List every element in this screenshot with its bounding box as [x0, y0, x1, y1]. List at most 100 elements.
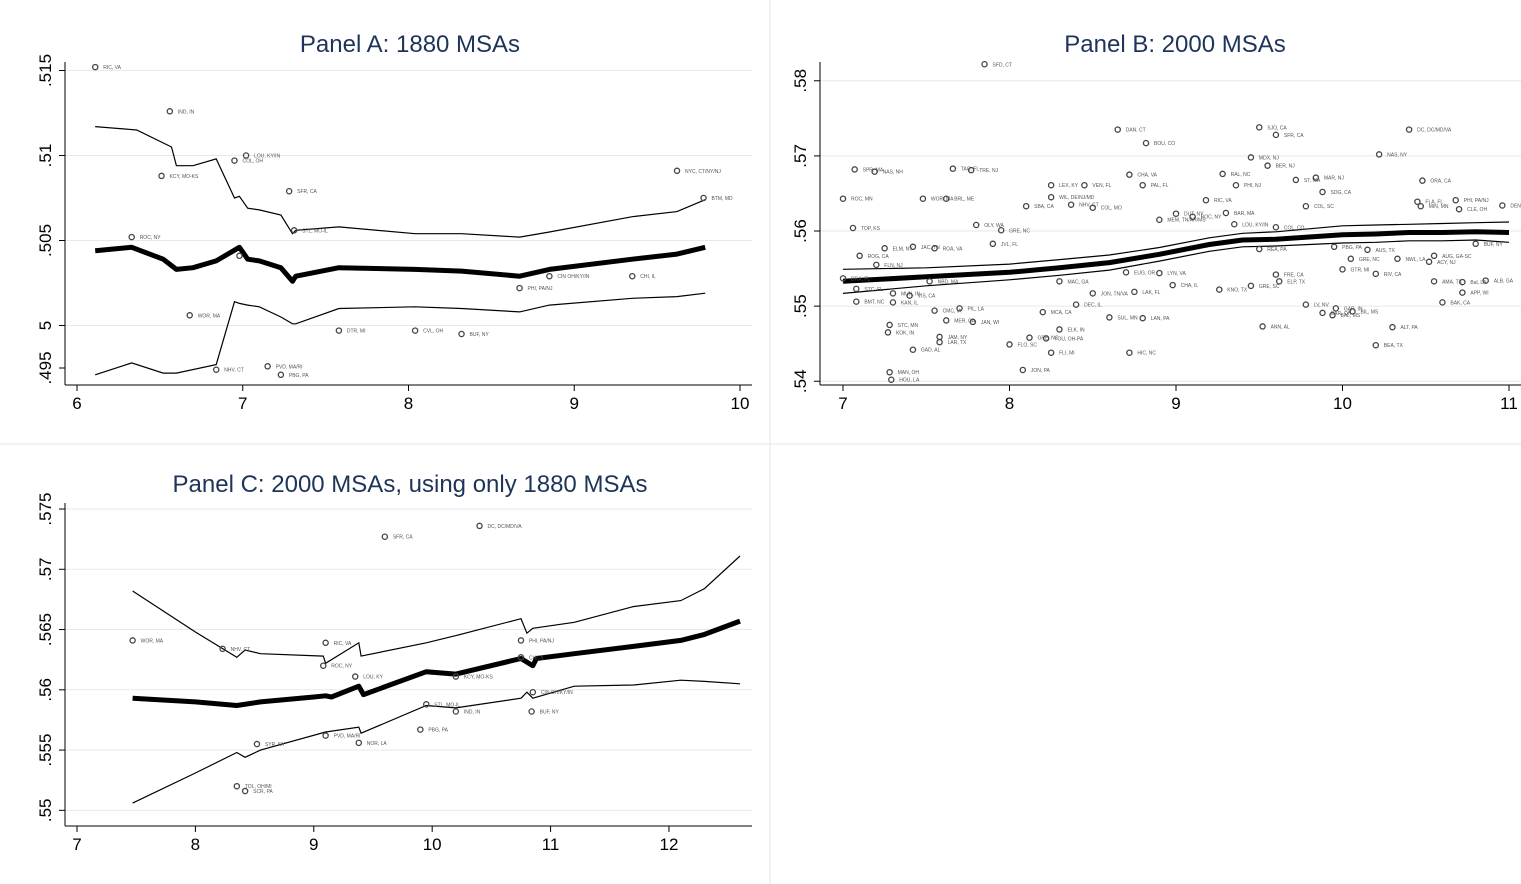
panel-b-point-label: PHI, PA/NJ: [1464, 198, 1489, 204]
panel-b-point: [936, 338, 943, 346]
panel-b-point: [888, 376, 895, 383]
panel-b-point: [1372, 270, 1380, 278]
panel-b-point: [1459, 289, 1466, 296]
panel-b-point-label: SBA, CA: [1034, 204, 1054, 210]
panel-a-point-label: COL, OH: [242, 159, 263, 165]
panel-b-point: [1156, 269, 1163, 277]
panel-b-point-label: ROC, MN: [851, 197, 873, 203]
panel-b-point-label: TRE, NJ: [979, 168, 998, 174]
panel-b-point-label: NHV, CT: [1079, 203, 1099, 209]
panel-c-point: [355, 739, 363, 747]
panel-b-point: [1232, 181, 1240, 189]
panel-b-point-label: CHA, IL: [1181, 283, 1199, 289]
panel-a-x-tick-label: 9: [570, 394, 579, 413]
panel-c-point-label: PHI, PA/NJ: [529, 638, 554, 644]
panel-b-point-label: AUS, TX: [1375, 248, 1395, 254]
panel-a-point-label: LOU, KY/IN: [254, 154, 281, 160]
panel-b-point-label: AUG, GA-SC: [1442, 254, 1472, 260]
panel-b-point-label: DAN, CT: [1126, 128, 1146, 134]
panel-b-point: [1414, 198, 1421, 205]
panel-c-point: [517, 637, 525, 644]
panel-b-point: [856, 252, 863, 260]
panel-b-point-label: DEC, IL: [1084, 303, 1102, 309]
panel-a-point: [458, 330, 465, 338]
panel-a-point: [546, 272, 553, 280]
panel-b-point-label: VEN, FL: [1092, 183, 1111, 189]
panel-b-point-label: GRE, NC: [1359, 257, 1380, 263]
panel-c-point: [529, 688, 537, 696]
panel-b-point-label: BEA, TX: [1384, 343, 1404, 349]
panel-c-point: [417, 726, 424, 733]
panel-b-point: [1375, 151, 1383, 158]
panel-b-point-label: JAN, WI: [981, 320, 999, 326]
panel-b-point-label: ST, WA: [1304, 178, 1321, 184]
panel-b-point-label: SFR, CA: [1284, 133, 1304, 139]
panel-a-point-label: RIC, VA: [103, 65, 121, 71]
panel-b-point-label: DC, DC/MD/VA: [1417, 128, 1452, 134]
panel-b-point: [1439, 299, 1446, 306]
panel-c-y-tick-label: .56: [36, 678, 55, 702]
panel-b-point: [909, 346, 917, 353]
panel-b-point-label: PIL, LA: [968, 306, 985, 312]
panel-b-point-label: MAR, NJ: [1324, 176, 1345, 182]
panel-c-point: [351, 673, 359, 680]
panel-c-point-label: DC, DC/MD/VA: [488, 524, 523, 530]
panel-b-point: [1372, 341, 1380, 349]
panel-b-y-tick-label: .58: [791, 69, 810, 93]
panel-c-point: [233, 782, 241, 790]
panel-b-point-label: LAK, FL: [1142, 290, 1160, 296]
panel-a-point: [264, 363, 271, 370]
panel-a-point-label: CVL, OH: [423, 329, 443, 335]
panel-c-x-tick-label: 12: [660, 835, 679, 854]
panel-b-point-label: VIS, CA: [918, 294, 936, 300]
panel-b-point-label: BAR, MA: [1234, 211, 1255, 217]
panel-c-x-tick-label: 10: [423, 835, 442, 854]
panel-b-point: [884, 329, 892, 336]
panel-b-point-label: CHA, VA: [1137, 173, 1157, 179]
panel-b-point-label: JAM, NY: [948, 335, 968, 341]
panel-b-point: [909, 243, 917, 251]
panel-c-point-label: STL, MO-IL: [434, 702, 460, 708]
panel-a-x-tick-label: 8: [404, 394, 413, 413]
panel-c-point: [320, 662, 327, 669]
panel-a-fit-line: [94, 244, 706, 284]
panel-b-point: [1126, 349, 1133, 356]
panel-b-point: [1256, 124, 1263, 131]
panel-b-point-label: FLI, MI: [1059, 351, 1075, 357]
panel-a-point-label: KCY, MO-KS: [170, 174, 199, 180]
panel-a-lower-bound-line: [95, 292, 706, 376]
panel-b-x-tick-label: 8: [1005, 394, 1014, 413]
panel-a-upper-bound-line: [95, 126, 706, 238]
panel-b-point: [1394, 255, 1401, 263]
panel-b-point-label: Bal, LA: [1470, 280, 1487, 286]
panel-b-point: [1089, 204, 1097, 211]
panel-b-point-label: OLY, WA: [984, 223, 1004, 229]
panel-b-point: [1319, 309, 1326, 317]
panel-b-point: [1026, 334, 1033, 341]
panel-b-point: [942, 195, 950, 202]
panel-b-point: [1302, 202, 1310, 210]
panel-b-point-label: FLN, NJ: [884, 263, 903, 269]
panel-c-point: [253, 740, 261, 748]
panel-b-point: [1219, 170, 1226, 178]
panel-b-point: [1047, 181, 1055, 189]
panel-a-point: [242, 152, 250, 159]
panel-b-point-label: BRL, ME: [954, 197, 975, 203]
panel-b-point: [839, 275, 847, 282]
panel-b-point-label: ROC, NY: [1201, 215, 1223, 221]
panel-b-point: [1019, 366, 1027, 374]
panel-b-point-label: CMC, IA: [943, 309, 963, 315]
panel-b-point-label: NWL, LA: [1405, 257, 1426, 263]
panel-c-point-label: CHI, IL: [529, 655, 545, 661]
panel-b-point: [1072, 301, 1080, 308]
panel-b-point: [1047, 349, 1055, 356]
panel-b-point: [1081, 181, 1088, 189]
panel-b-point: [1452, 196, 1459, 204]
panel-b-point-label: KOK, IN: [896, 330, 915, 336]
panel-b-point: [1172, 210, 1180, 217]
panel-b-point-label: ANN, AL: [1271, 324, 1290, 330]
panel-b-point-label: RAL, NC: [1231, 172, 1251, 178]
panel-b-point: [1139, 314, 1146, 322]
panel-c-point-label: BUF, NY: [540, 710, 560, 716]
panel-b-point: [1056, 326, 1063, 333]
